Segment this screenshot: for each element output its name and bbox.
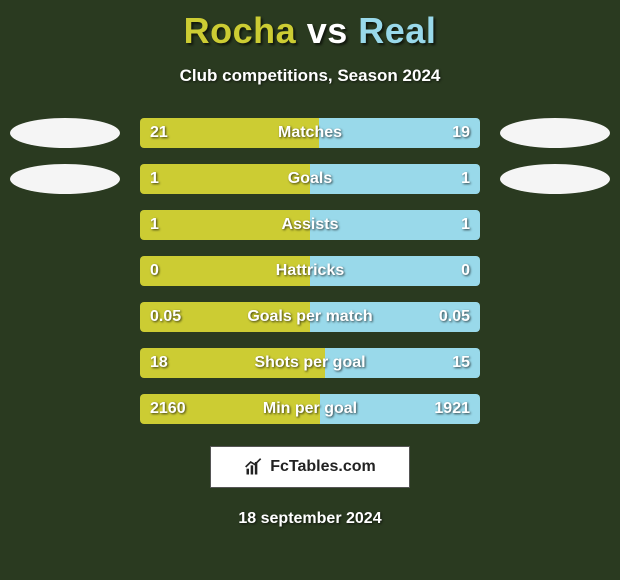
bar-segment-left (140, 164, 310, 194)
badge-spacer (500, 394, 610, 424)
stat-value-right: 0 (461, 262, 470, 280)
stat-value-right: 19 (452, 124, 470, 142)
bar-segment-right (310, 164, 480, 194)
stat-label: Min per goal (263, 400, 357, 418)
stat-bar: 0.05 Goals per match 0.05 (140, 302, 480, 332)
badge-spacer (500, 256, 610, 286)
chart-icon (244, 457, 264, 477)
date: 18 september 2024 (238, 510, 381, 528)
stat-value-left: 1 (150, 216, 159, 234)
badge-spacer (500, 210, 610, 240)
subtitle: Club competitions, Season 2024 (180, 66, 441, 86)
stat-row: 0.05 Goals per match 0.05 (0, 302, 620, 332)
stat-row: 18 Shots per goal 15 (0, 348, 620, 378)
stat-row: 1 Goals 1 (0, 164, 620, 194)
title-left: Rocha (184, 10, 297, 51)
comparison-infographic: Rocha vs Real Club competitions, Season … (0, 0, 620, 580)
stat-label: Matches (278, 124, 342, 142)
stat-row: 2160 Min per goal 1921 (0, 394, 620, 424)
stat-row: 1 Assists 1 (0, 210, 620, 240)
stat-value-right: 1921 (434, 400, 470, 418)
stat-value-left: 2160 (150, 400, 186, 418)
badge-spacer (10, 302, 120, 332)
stat-label: Goals per match (247, 308, 372, 326)
badge-spacer (10, 394, 120, 424)
page-title: Rocha vs Real (184, 10, 437, 52)
watermark-badge: FcTables.com (210, 446, 410, 488)
badge-spacer (500, 348, 610, 378)
stat-rows: 21 Matches 19 1 Goals 1 1 Assists 1 0 Hattricks 0 0.… (0, 118, 620, 424)
watermark-text: FcTables.com (270, 458, 376, 476)
stat-bar: 0 Hattricks 0 (140, 256, 480, 286)
stat-value-left: 0 (150, 262, 159, 280)
stat-label: Assists (282, 216, 339, 234)
title-right: Real (358, 10, 436, 51)
stat-label: Shots per goal (254, 354, 365, 372)
stat-value-right: 15 (452, 354, 470, 372)
player-badge-left (10, 164, 120, 194)
stat-bar: 21 Matches 19 (140, 118, 480, 148)
stat-row: 21 Matches 19 (0, 118, 620, 148)
badge-spacer (500, 302, 610, 332)
badge-spacer (10, 348, 120, 378)
stat-label: Goals (288, 170, 332, 188)
stat-value-left: 1 (150, 170, 159, 188)
stat-value-right: 1 (461, 216, 470, 234)
player-badge-left (10, 118, 120, 148)
player-badge-right (500, 118, 610, 148)
stat-value-left: 18 (150, 354, 168, 372)
badge-spacer (10, 256, 120, 286)
title-vs: vs (307, 10, 348, 51)
stat-bar: 2160 Min per goal 1921 (140, 394, 480, 424)
stat-bar: 18 Shots per goal 15 (140, 348, 480, 378)
player-badge-right (500, 164, 610, 194)
stat-value-left: 21 (150, 124, 168, 142)
stat-bar: 1 Goals 1 (140, 164, 480, 194)
stat-value-right: 1 (461, 170, 470, 188)
badge-spacer (10, 210, 120, 240)
stat-value-right: 0.05 (439, 308, 470, 326)
stat-label: Hattricks (276, 262, 344, 280)
stat-row: 0 Hattricks 0 (0, 256, 620, 286)
stat-value-left: 0.05 (150, 308, 181, 326)
stat-bar: 1 Assists 1 (140, 210, 480, 240)
